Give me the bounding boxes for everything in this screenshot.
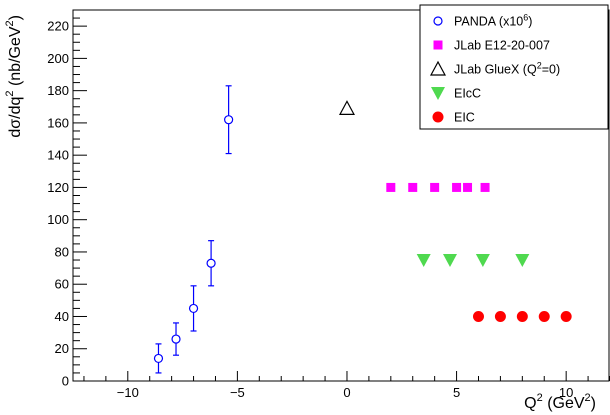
y-tick-label: 40 bbox=[55, 309, 69, 324]
y-tick-label: 80 bbox=[55, 244, 69, 259]
data-marks bbox=[153, 85, 572, 374]
y-tick-label: 20 bbox=[55, 341, 69, 356]
data-point bbox=[538, 310, 550, 322]
y-axis-ticks: 0 20 40 60 80 100 120 140 160 180 200 220 bbox=[47, 9, 87, 389]
data-point bbox=[463, 182, 473, 192]
data-point bbox=[475, 254, 490, 268]
y-axis-label: dσ/dq2 (nb/GeV2) bbox=[4, 15, 24, 138]
series-eicc bbox=[416, 254, 530, 268]
legend-entry: EIcC bbox=[454, 87, 481, 101]
x-axis-ticks: −10 −5 0 5 10 bbox=[83, 371, 610, 400]
y-tick-label: 140 bbox=[47, 148, 69, 163]
data-point bbox=[153, 353, 164, 364]
series-eic bbox=[472, 310, 572, 322]
data-point bbox=[442, 254, 457, 268]
legend-entry: PANDA (x106) bbox=[454, 13, 532, 29]
y-tick-label: 200 bbox=[47, 51, 69, 66]
series-jlab-gluex-q-2-0 bbox=[338, 100, 355, 115]
data-point bbox=[515, 254, 530, 268]
y-tick-label: 180 bbox=[47, 83, 69, 98]
data-point bbox=[516, 310, 528, 322]
x-axis-label: Q2 (GeV2) bbox=[524, 392, 596, 412]
y-tick-label: 60 bbox=[55, 277, 69, 292]
data-point bbox=[171, 334, 181, 344]
data-point bbox=[472, 310, 484, 322]
series-panda-x10-6 bbox=[153, 85, 234, 374]
data-point bbox=[338, 100, 355, 115]
y-tick-label: 100 bbox=[47, 212, 69, 227]
data-point bbox=[408, 182, 418, 192]
data-point bbox=[560, 310, 572, 322]
data-point bbox=[452, 182, 462, 192]
legend: PANDA (x106) JLab E12-20-007 JLab GlueX (Q… bbox=[419, 4, 609, 130]
x-tick-label: −10 bbox=[117, 385, 139, 400]
x-tick-label: −5 bbox=[230, 385, 245, 400]
legend-marker bbox=[429, 60, 447, 76]
legend-marker bbox=[431, 87, 445, 100]
legend-box bbox=[419, 4, 609, 130]
x-tick-label: 0 bbox=[343, 385, 350, 400]
data-point bbox=[206, 258, 216, 268]
data-point bbox=[430, 182, 440, 192]
y-tick-label: 220 bbox=[47, 19, 69, 34]
x-tick-label: 5 bbox=[453, 385, 460, 400]
data-point bbox=[386, 182, 396, 192]
y-tick-label: 0 bbox=[62, 374, 69, 389]
legend-marker bbox=[433, 16, 443, 26]
legend-entry: EIC bbox=[454, 111, 475, 125]
x-tick-label: 10 bbox=[559, 385, 573, 400]
legend-entry: JLab E12-20-007 bbox=[454, 39, 550, 53]
y-tick-label: 160 bbox=[47, 115, 69, 130]
y-tick-label: 120 bbox=[47, 180, 69, 195]
data-point bbox=[224, 115, 234, 125]
series-jlab-e12-20-007 bbox=[386, 182, 490, 192]
legend-marker bbox=[432, 111, 444, 123]
data-point bbox=[480, 182, 490, 192]
data-point bbox=[188, 303, 199, 314]
data-point bbox=[494, 310, 506, 322]
legend-marker bbox=[433, 40, 443, 50]
legend-entry: JLab GlueX (Q2=0) bbox=[454, 61, 560, 77]
data-point bbox=[416, 254, 431, 268]
